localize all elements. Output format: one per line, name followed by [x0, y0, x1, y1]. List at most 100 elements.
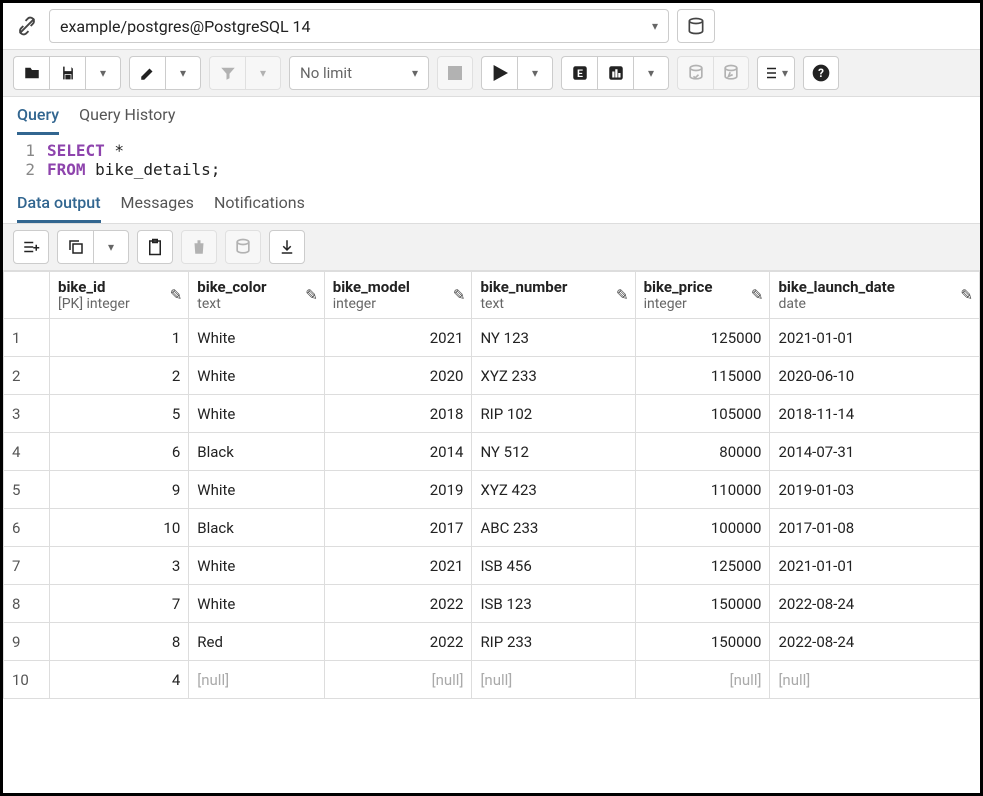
table-row[interactable]: 22White2020XYZ 2331150002020-06-10: [4, 357, 980, 395]
cell[interactable]: 9: [50, 471, 189, 509]
cell[interactable]: Black: [189, 433, 324, 471]
cell[interactable]: White: [189, 357, 324, 395]
tab-query-history[interactable]: Query History: [79, 105, 175, 135]
cell[interactable]: 2021-01-01: [770, 547, 980, 585]
table-row[interactable]: 98Red2022RIP 2331500002022-08-24: [4, 623, 980, 661]
edit-column-icon[interactable]: ✎: [616, 286, 629, 304]
cell[interactable]: 2019: [324, 471, 472, 509]
cell[interactable]: [null]: [770, 661, 980, 699]
column-header-bike_price[interactable]: bike_priceinteger✎: [635, 272, 770, 319]
table-row[interactable]: 104[null][null][null][null][null]: [4, 661, 980, 699]
connection-select[interactable]: example/postgres@PostgreSQL 14 ▾: [49, 9, 669, 43]
cell[interactable]: 1: [50, 319, 189, 357]
tab-query[interactable]: Query: [17, 105, 59, 135]
sql-editor[interactable]: 1SELECT *2FROM bike_details;: [3, 135, 980, 185]
table-row[interactable]: 59White2019XYZ 4231100002019-01-03: [4, 471, 980, 509]
cell[interactable]: 110000: [635, 471, 770, 509]
cell[interactable]: 2020: [324, 357, 472, 395]
cell[interactable]: ABC 233: [472, 509, 635, 547]
cell[interactable]: 10: [50, 509, 189, 547]
cell[interactable]: Red: [189, 623, 324, 661]
cell[interactable]: 7: [50, 585, 189, 623]
cell[interactable]: [null]: [324, 661, 472, 699]
table-row[interactable]: 73White2021ISB 4561250002021-01-01: [4, 547, 980, 585]
cell[interactable]: 2021: [324, 319, 472, 357]
cell[interactable]: RIP 233: [472, 623, 635, 661]
copy-button[interactable]: [57, 230, 93, 264]
column-header-bike_id[interactable]: bike_id[PK] integer✎: [50, 272, 189, 319]
edit-column-icon[interactable]: ✎: [751, 286, 764, 304]
cell[interactable]: 105000: [635, 395, 770, 433]
cell[interactable]: White: [189, 319, 324, 357]
explain-analyze-button[interactable]: [597, 56, 633, 90]
cell[interactable]: RIP 102: [472, 395, 635, 433]
save-data-button[interactable]: [225, 230, 261, 264]
tab-notifications[interactable]: Notifications: [214, 193, 305, 223]
cell[interactable]: 2021-01-01: [770, 319, 980, 357]
delete-button[interactable]: [181, 230, 217, 264]
cell[interactable]: 2021: [324, 547, 472, 585]
cell[interactable]: [null]: [189, 661, 324, 699]
cell[interactable]: 150000: [635, 623, 770, 661]
code-line[interactable]: FROM bike_details;: [47, 160, 980, 179]
code-line[interactable]: SELECT *: [47, 141, 980, 160]
cell[interactable]: 2022-08-24: [770, 623, 980, 661]
explain-button[interactable]: E: [561, 56, 597, 90]
cell[interactable]: 2019-01-03: [770, 471, 980, 509]
disconnect-icon[interactable]: [13, 12, 41, 40]
execute-button[interactable]: [481, 56, 517, 90]
edit-dropdown[interactable]: ▾: [165, 56, 201, 90]
cell[interactable]: White: [189, 471, 324, 509]
cell[interactable]: Black: [189, 509, 324, 547]
tab-data-output[interactable]: Data output: [17, 193, 101, 223]
table-row[interactable]: 35White2018RIP 1021050002018-11-14: [4, 395, 980, 433]
paste-button[interactable]: [137, 230, 173, 264]
rollback-button[interactable]: [713, 56, 749, 90]
cell[interactable]: White: [189, 395, 324, 433]
cell[interactable]: 125000: [635, 547, 770, 585]
edit-column-icon[interactable]: ✎: [305, 286, 318, 304]
table-row[interactable]: 87White2022ISB 1231500002022-08-24: [4, 585, 980, 623]
table-row[interactable]: 11White2021NY 1231250002021-01-01: [4, 319, 980, 357]
cell[interactable]: 150000: [635, 585, 770, 623]
new-connection-button[interactable]: [677, 9, 715, 43]
cell[interactable]: 2017-01-08: [770, 509, 980, 547]
cell[interactable]: [null]: [635, 661, 770, 699]
cell[interactable]: NY 123: [472, 319, 635, 357]
cell[interactable]: 2022-08-24: [770, 585, 980, 623]
cell[interactable]: XYZ 233: [472, 357, 635, 395]
cell[interactable]: ISB 123: [472, 585, 635, 623]
cell[interactable]: 2022: [324, 585, 472, 623]
add-row-button[interactable]: [13, 230, 49, 264]
cell[interactable]: 2017: [324, 509, 472, 547]
download-button[interactable]: [269, 230, 305, 264]
macros-button[interactable]: ▾: [757, 56, 795, 90]
edit-column-icon[interactable]: ✎: [170, 286, 183, 304]
edit-button[interactable]: [129, 56, 165, 90]
limit-select[interactable]: No limit ▾: [289, 56, 429, 90]
save-button[interactable]: [49, 56, 85, 90]
cell[interactable]: 2020-06-10: [770, 357, 980, 395]
cell[interactable]: 3: [50, 547, 189, 585]
cell[interactable]: 2018: [324, 395, 472, 433]
column-header-bike_launch_date[interactable]: bike_launch_datedate✎: [770, 272, 980, 319]
cell[interactable]: 115000: [635, 357, 770, 395]
cell[interactable]: 6: [50, 433, 189, 471]
table-row[interactable]: 610Black2017ABC 2331000002017-01-08: [4, 509, 980, 547]
open-file-button[interactable]: [13, 56, 49, 90]
cell[interactable]: White: [189, 585, 324, 623]
cell[interactable]: White: [189, 547, 324, 585]
cell[interactable]: ISB 456: [472, 547, 635, 585]
cell[interactable]: NY 512: [472, 433, 635, 471]
execute-dropdown[interactable]: ▾: [517, 56, 553, 90]
table-row[interactable]: 46Black2014NY 512800002014-07-31: [4, 433, 980, 471]
cell[interactable]: 2014-07-31: [770, 433, 980, 471]
cell[interactable]: 2: [50, 357, 189, 395]
cell[interactable]: 100000: [635, 509, 770, 547]
cell[interactable]: 2014: [324, 433, 472, 471]
column-header-bike_number[interactable]: bike_numbertext✎: [472, 272, 635, 319]
stop-button[interactable]: [437, 56, 473, 90]
help-button[interactable]: ?: [803, 56, 839, 90]
cell[interactable]: 2018-11-14: [770, 395, 980, 433]
column-header-bike_color[interactable]: bike_colortext✎: [189, 272, 324, 319]
